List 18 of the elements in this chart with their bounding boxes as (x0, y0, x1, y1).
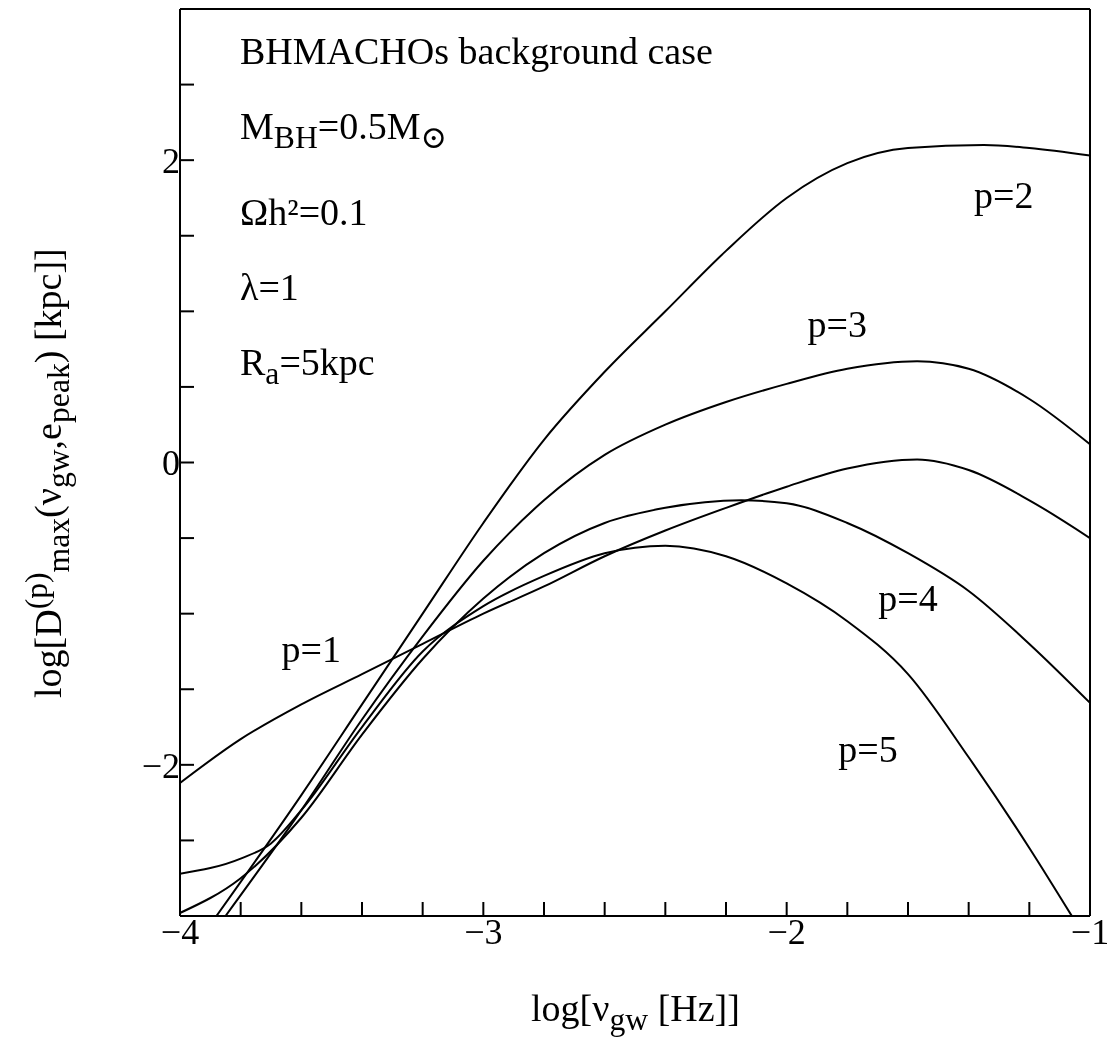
annotation: R$_{a}$=5kpc (240, 339, 376, 393)
series-label: p=1 (281, 628, 342, 671)
annotation: M$_{BH}$=0.5M$_{⊙}$ (240, 104, 449, 157)
annotation: λ=1 (240, 264, 300, 310)
annotation: BHMACHOs background case (240, 29, 713, 74)
series-label: p=4 (878, 577, 938, 620)
y-tick-label: −2 (141, 745, 180, 786)
x-tick-label: −3 (464, 911, 503, 952)
series-label: p=5 (838, 728, 898, 771)
x-tick-label: −1 (1070, 911, 1110, 952)
x-axis-title: log[ν$_{gw}$ [Hz]] (530, 986, 741, 1038)
series-label: p=3 (807, 302, 868, 345)
y-tick-label: 0 (162, 443, 180, 484)
y-tick-label: 2 (162, 140, 180, 181)
x-tick-label: −2 (767, 911, 806, 952)
series-label: p=2 (974, 174, 1034, 217)
x-tick-label: −4 (160, 911, 200, 952)
annotation: Ωh²=0.1 (240, 189, 369, 235)
